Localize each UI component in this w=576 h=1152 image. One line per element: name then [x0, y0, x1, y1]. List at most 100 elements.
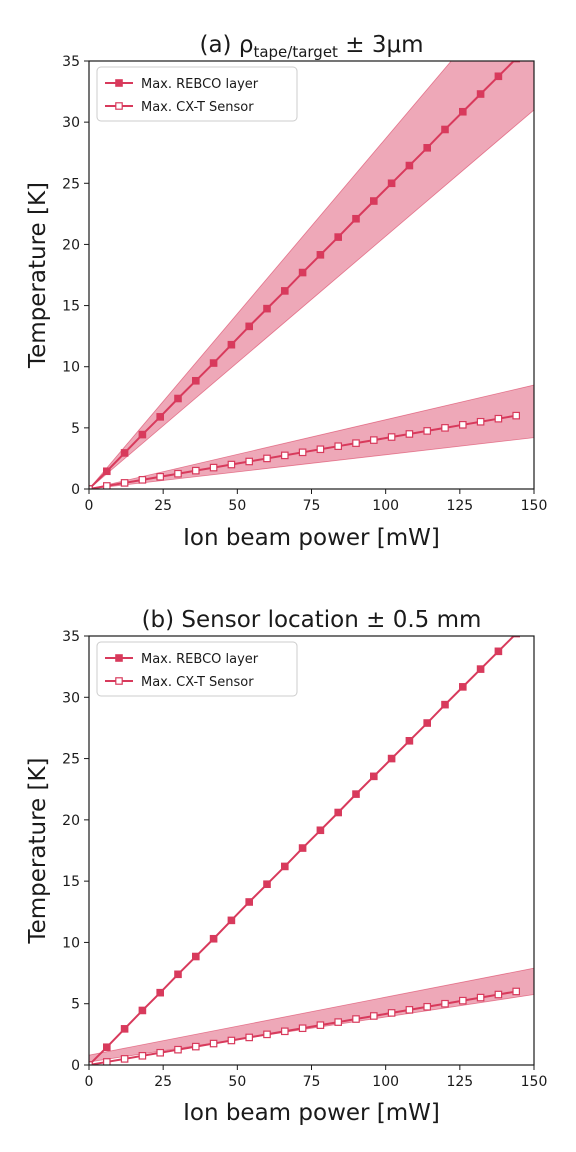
data-point	[192, 952, 200, 961]
x-tick-label: 75	[303, 1074, 321, 1090]
data-point	[120, 479, 129, 487]
legend-box	[96, 66, 298, 122]
legend-box	[96, 641, 298, 697]
data-point	[459, 421, 467, 429]
data-point	[281, 287, 289, 295]
data-point	[174, 469, 182, 478]
chart-title-prefix: (b) Sensor location ± 0.5 mm	[142, 607, 482, 633]
y-tick-label: 0	[71, 1058, 80, 1074]
y-axis-label: Temperature [K]	[25, 757, 51, 944]
data-point	[192, 1042, 200, 1051]
data-point	[138, 430, 147, 439]
data-point	[352, 1015, 360, 1023]
data-point	[370, 436, 378, 444]
data-point	[441, 424, 449, 432]
data-point	[298, 448, 307, 457]
chart-title-rho: ρ	[239, 32, 254, 58]
data-point	[245, 898, 254, 906]
x-tick-label: 50	[228, 498, 246, 514]
data-point	[476, 993, 485, 1002]
x-tick-label: 100	[372, 1074, 399, 1090]
data-point	[476, 417, 485, 426]
data-point	[120, 1055, 129, 1063]
data-point	[120, 1025, 129, 1033]
data-point	[102, 467, 111, 476]
uncertainty-band	[89, 967, 534, 1063]
x-tick-label: 125	[446, 498, 473, 514]
data-point	[316, 1021, 325, 1029]
data-point	[476, 665, 485, 673]
x-tick-label: 0	[85, 498, 94, 514]
data-point	[387, 179, 396, 188]
x-axis-label: Ion beam power [mW]	[183, 1100, 440, 1126]
data-point	[138, 476, 147, 484]
data-point	[209, 1039, 218, 1048]
legend-marker	[115, 102, 123, 110]
data-point	[263, 304, 271, 313]
y-tick-label: 5	[71, 421, 80, 437]
data-point	[494, 990, 503, 999]
y-tick-label: 35	[62, 629, 80, 645]
uncertainty-band	[89, 384, 534, 489]
y-tick-label: 0	[71, 482, 80, 498]
data-point	[423, 1002, 432, 1011]
data-point	[387, 754, 396, 763]
data-point	[102, 482, 111, 489]
data-point	[405, 1006, 414, 1014]
data-point	[227, 460, 236, 469]
data-point	[441, 700, 449, 709]
data-point	[281, 451, 289, 460]
data-point	[405, 161, 414, 170]
legend-label: Max. REBCO layer	[141, 652, 259, 667]
x-tick-label: 25	[154, 498, 172, 514]
data-point	[423, 427, 432, 435]
data-point	[138, 1006, 147, 1015]
y-axis-label: Temperature [K]	[25, 182, 51, 369]
data-point	[334, 442, 343, 451]
data-point	[156, 413, 165, 421]
x-tick-label: 75	[303, 498, 321, 514]
y-tick-label: 5	[71, 997, 80, 1013]
chart-title: (a) ρtape/target ± 3μm	[199, 32, 423, 61]
data-point	[263, 880, 271, 889]
data-point	[334, 1018, 343, 1026]
data-point	[387, 1009, 396, 1017]
data-point	[209, 934, 218, 943]
plot-area	[89, 636, 534, 1065]
y-tick-label: 15	[62, 299, 80, 315]
x-tick-label: 25	[154, 1074, 172, 1090]
legend-label: Max. REBCO layer	[141, 77, 259, 92]
chart-title-subscript: tape/target	[253, 43, 338, 61]
data-point	[370, 197, 378, 205]
x-tick-label: 125	[446, 1074, 473, 1090]
data-point	[156, 1048, 165, 1057]
data-point	[512, 987, 521, 996]
data-point	[298, 844, 307, 852]
chart-title-prefix: (a)	[199, 32, 238, 58]
data-point	[423, 719, 432, 727]
data-point	[102, 1043, 111, 1052]
y-tick-label: 25	[62, 752, 80, 768]
y-tick-label: 15	[62, 874, 80, 890]
data-point	[370, 1012, 378, 1020]
data-point	[316, 445, 325, 454]
data-point	[192, 376, 200, 385]
data-point	[316, 251, 325, 259]
data-point	[209, 463, 218, 472]
y-tick-label: 10	[62, 935, 80, 951]
data-point	[174, 970, 182, 979]
data-point	[209, 359, 218, 367]
data-point	[227, 1036, 236, 1045]
data-point	[512, 411, 521, 420]
data-point	[387, 433, 396, 441]
x-tick-label: 150	[521, 1074, 548, 1090]
data-point	[334, 233, 343, 241]
data-point	[298, 1024, 307, 1033]
data-point	[405, 736, 414, 745]
y-tick-label: 10	[62, 360, 80, 376]
data-point	[245, 1033, 254, 1042]
x-tick-label: 150	[521, 498, 548, 514]
y-tick-label: 35	[62, 54, 80, 70]
data-point	[156, 472, 165, 481]
